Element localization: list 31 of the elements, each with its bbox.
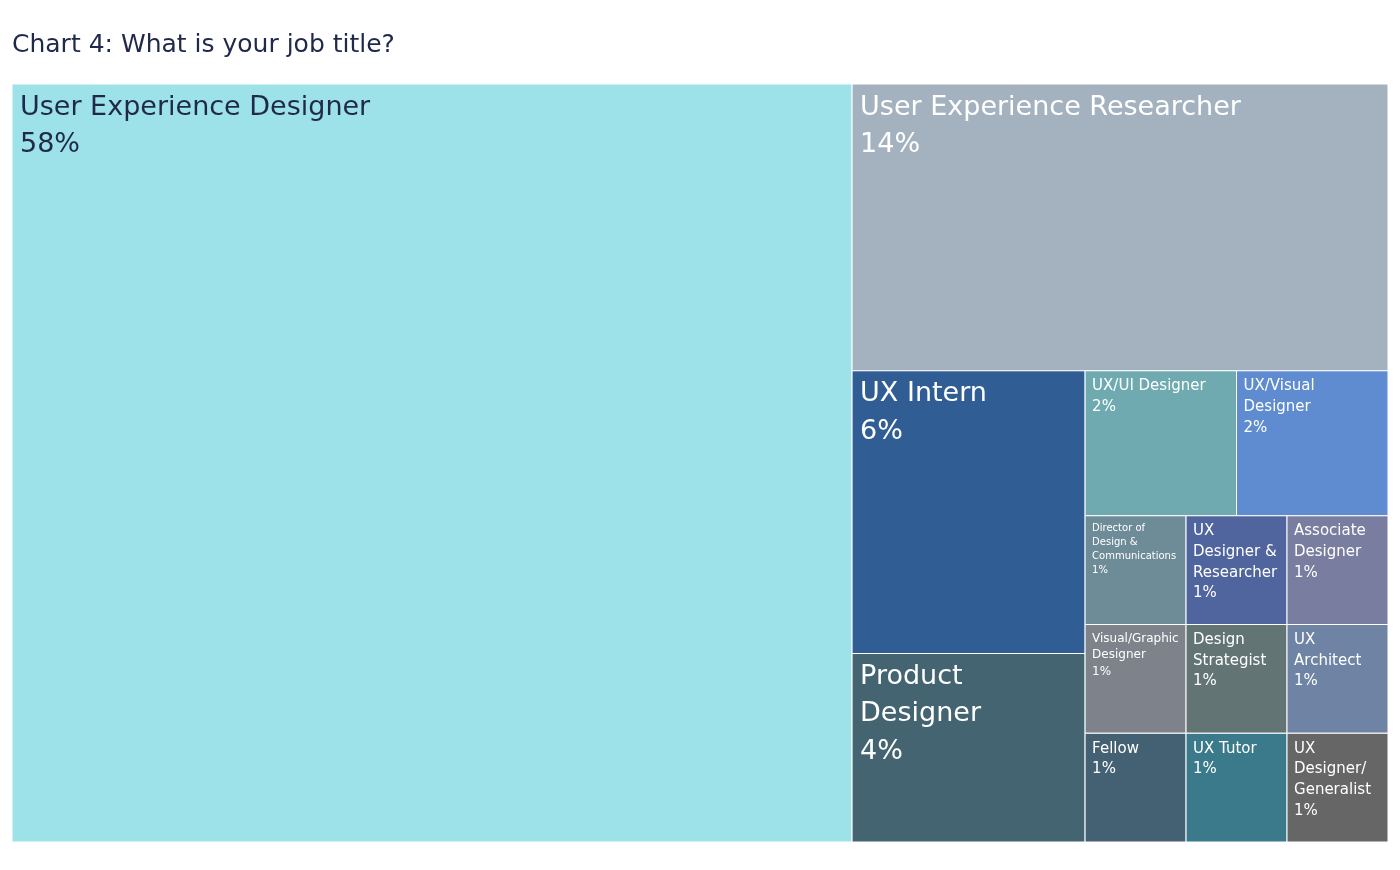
data-label: 1% — [1294, 562, 1318, 581]
category-label: Director of Design & Communications — [1092, 522, 1177, 561]
category-label: Fellow — [1092, 738, 1139, 757]
data-label: 1% — [1193, 583, 1217, 602]
data-label: 4% — [860, 733, 903, 765]
data-label: 1% — [1294, 800, 1318, 819]
data-label: 14% — [860, 126, 921, 158]
category-label: UX/Visual Designer — [1243, 376, 1315, 415]
data-label: 1% — [1193, 671, 1217, 690]
category-label: User Experience Researcher — [860, 89, 1242, 121]
data-label: 58% — [20, 126, 81, 158]
category-label: Visual/Graphic Designer — [1092, 630, 1179, 662]
data-label: 1% — [1193, 759, 1217, 778]
data-label: 1% — [1092, 759, 1116, 778]
category-label: User Experience Designer — [20, 89, 372, 121]
category-label: UX/UI Designer — [1092, 376, 1207, 395]
category-label: Product Designer — [860, 659, 982, 728]
text: Chart 4: What is your job title? — [12, 28, 395, 58]
data-label: 1% — [1092, 563, 1108, 575]
data-label: 6% — [860, 413, 903, 445]
data-label: 2% — [1092, 396, 1116, 415]
category-label: UX Designer/ Generalist — [1294, 738, 1372, 799]
category-label: UX Intern — [860, 376, 987, 408]
category-label: UX Tutor — [1193, 738, 1258, 757]
category-label: Associate Designer — [1294, 521, 1366, 560]
data-label: 1% — [1092, 663, 1112, 678]
data-label: 2% — [1243, 417, 1268, 436]
data-label: 1% — [1294, 671, 1318, 690]
category-label: UX Architect — [1294, 629, 1362, 669]
category-label: Design Strategist — [1193, 629, 1267, 669]
category-label: UX Designer & Researcher — [1193, 521, 1279, 581]
